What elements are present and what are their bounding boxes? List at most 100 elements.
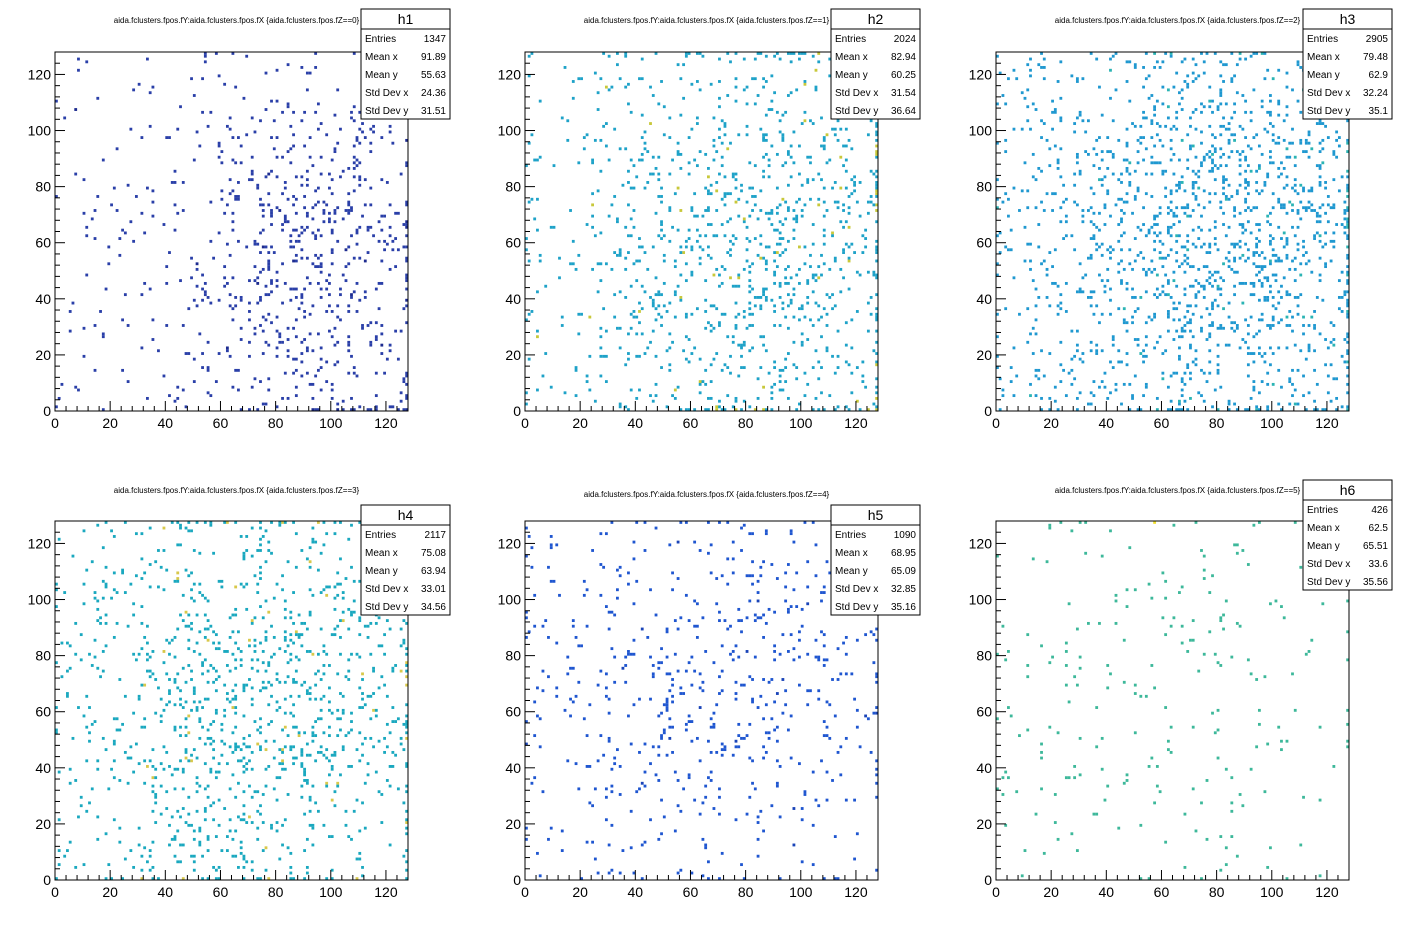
histogram-bin (399, 329, 403, 333)
histogram-bin (134, 195, 138, 198)
histogram-bin (734, 52, 738, 55)
histogram-bin (107, 245, 111, 249)
histogram-bin (1269, 346, 1272, 350)
histogram-bin (643, 352, 647, 355)
histogram-bin (341, 610, 345, 614)
histogram-bin (1346, 349, 1350, 353)
histogram-bin (1222, 211, 1225, 215)
histogram-bin (1271, 206, 1275, 210)
histogram-bin (1280, 206, 1283, 210)
histogram-bin (604, 354, 608, 358)
histogram-bin (1089, 391, 1093, 395)
histogram-bin (123, 231, 127, 235)
histogram-bin (704, 279, 708, 283)
histogram-bin (1337, 307, 1341, 311)
histogram-bin (1260, 380, 1264, 384)
histogram-bin (560, 849, 564, 853)
histogram-bin (1335, 377, 1339, 381)
histogram-bin (731, 284, 735, 288)
histogram-bin (1197, 281, 1201, 285)
histogram-bin (179, 105, 182, 109)
histogram-bin (1166, 408, 1170, 412)
histogram-bin (1255, 273, 1259, 277)
stats-value: 2024 (894, 34, 917, 45)
histogram-bin (225, 650, 229, 653)
histogram-bin (1172, 301, 1176, 305)
histogram-bin (875, 315, 879, 319)
histogram-bin (1178, 265, 1181, 269)
histogram-bin (184, 821, 188, 824)
histogram-bin (358, 579, 362, 583)
histogram-bin (322, 211, 326, 215)
histogram-bin (767, 245, 771, 249)
plot-area (525, 521, 878, 880)
histogram-bin (1307, 155, 1311, 159)
histogram-bin (1081, 352, 1085, 355)
histogram-bin (344, 265, 348, 269)
histogram-bin (1219, 102, 1223, 106)
histogram-bin (1293, 279, 1297, 283)
histogram-bin (1307, 343, 1311, 347)
histogram-bin (682, 63, 686, 67)
histogram-bin (654, 211, 658, 215)
histogram-bin (157, 877, 160, 881)
histogram-bin (1125, 60, 1129, 64)
histogram-bin (1252, 335, 1256, 339)
histogram-bin (374, 287, 378, 291)
histogram-bin (1227, 265, 1231, 269)
histogram-bin (82, 354, 86, 358)
histogram-bin (533, 217, 537, 221)
histogram-bin (405, 714, 409, 718)
histogram-bin (1064, 394, 1068, 398)
histogram-bin (1252, 88, 1256, 92)
histogram-bin (1277, 68, 1281, 72)
histogram-bin (1189, 214, 1192, 218)
histogram-bin (1015, 77, 1019, 81)
histogram-bin (784, 276, 788, 280)
histogram-bin (1100, 312, 1104, 316)
histogram-bin (613, 315, 617, 319)
histogram-bin (704, 650, 708, 653)
histogram-bin (1208, 85, 1212, 89)
histogram-bin (875, 203, 879, 207)
histogram-bin (673, 770, 677, 774)
histogram-bin (792, 228, 796, 232)
histogram-bin (1269, 99, 1272, 103)
histogram-bin (1244, 155, 1248, 159)
histogram-bin (286, 326, 290, 330)
histogram-bin (380, 821, 384, 824)
histogram-bin (1161, 60, 1165, 64)
histogram-bin (855, 366, 859, 369)
histogram-bin (294, 394, 298, 398)
histogram-bin (635, 279, 639, 283)
histogram-bin (701, 248, 705, 252)
histogram-bin (720, 141, 724, 145)
histogram-bin (1326, 346, 1330, 350)
histogram-bin (560, 116, 564, 120)
histogram-bin (759, 256, 763, 260)
histogram-bin (192, 854, 196, 858)
histogram-bin (831, 307, 834, 311)
histogram-bin (1219, 324, 1223, 327)
histogram-bin (1346, 253, 1350, 257)
histogram-bin (756, 94, 760, 97)
histogram-bin (305, 71, 309, 75)
histogram-bin (996, 366, 999, 369)
histogram-bin (129, 127, 133, 131)
histogram-bin (875, 408, 879, 412)
histogram-bin (1169, 158, 1173, 162)
histogram-bin (1197, 237, 1201, 240)
histogram-bin (734, 324, 738, 327)
histogram-bin (1266, 214, 1270, 218)
histogram-bin (201, 672, 204, 676)
histogram-bin (709, 304, 713, 308)
histogram-bin (157, 349, 160, 353)
histogram-bin (206, 837, 210, 841)
histogram-bin (311, 843, 315, 847)
histogram-bin (237, 781, 240, 785)
histogram-bin (217, 144, 221, 148)
histogram-bin (314, 734, 318, 738)
histogram-bin (704, 382, 708, 386)
histogram-bin (1211, 144, 1214, 148)
histogram-bin (764, 287, 768, 291)
